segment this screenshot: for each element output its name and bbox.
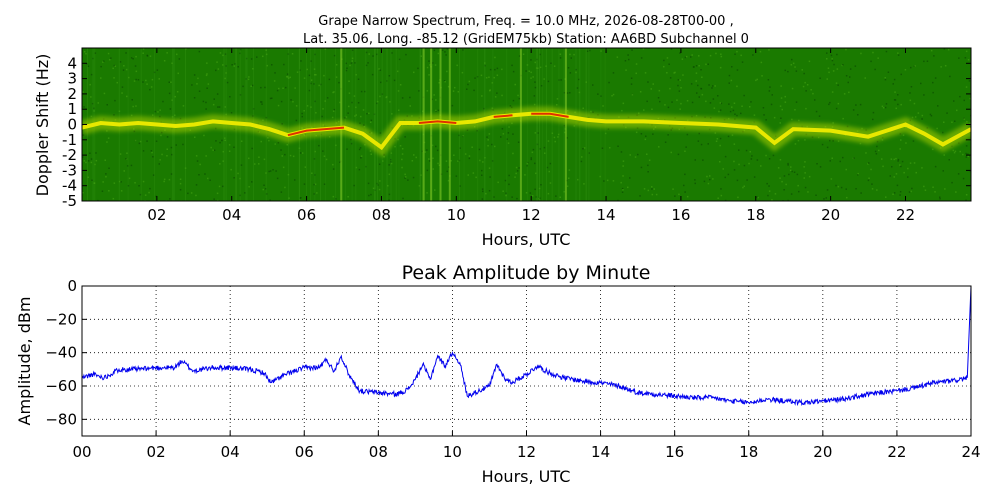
spectrogram-xtick-label: 22 <box>896 206 915 224</box>
amplitude-xtick-label: 08 <box>369 443 388 461</box>
amplitude-line <box>82 286 971 407</box>
spectrogram-xtick-label: 16 <box>671 206 690 224</box>
amplitude-ytick-label: −60 <box>45 377 77 395</box>
amplitude-ylabel: Amplitude, dBm <box>15 297 34 426</box>
spectrogram-ytick-label: -2 <box>62 146 77 164</box>
amplitude-xtick-label: 20 <box>813 443 832 461</box>
spectrogram-xtick-label: 04 <box>222 206 241 224</box>
spectrogram-xtick-label: 08 <box>372 206 391 224</box>
spectrogram-noise <box>82 48 971 201</box>
figure-title-line2: Lat. 35.06, Long. -85.12 (GridEM75kb) St… <box>303 32 749 47</box>
amplitude-title: Peak Amplitude by Minute <box>402 262 651 284</box>
amplitude-xtick-label: 00 <box>72 443 91 461</box>
doppler-peak-segment <box>493 114 513 118</box>
amplitude-xtick-label: 22 <box>887 443 906 461</box>
amplitude-xtick-label: 24 <box>961 443 980 461</box>
spectrogram-xtick-label: 20 <box>821 206 840 224</box>
amplitude-xtick-label: 14 <box>591 443 610 461</box>
spectrogram-xtick-label: 02 <box>147 206 166 224</box>
figure-title-line1: Grape Narrow Spectrum, Freq. = 10.0 MHz,… <box>318 14 733 29</box>
amplitude-ytick-label: −40 <box>45 344 77 362</box>
amplitude-xtick-label: 10 <box>443 443 462 461</box>
amplitude-chart: Peak Amplitude by Minute 00 02 04 06 08 10 12 1… <box>15 262 981 486</box>
spectrogram-xtick-label: 06 <box>297 206 316 224</box>
spectrogram-ytick-label: 4 <box>67 54 77 72</box>
spectrogram-xtick-label: 12 <box>522 206 541 224</box>
spectrogram-ytick-label: -5 <box>62 192 77 210</box>
doppler-peak-segment <box>287 126 345 137</box>
spectrogram-ytick-label: 2 <box>67 85 77 103</box>
spectrogram-ytick-label: 3 <box>67 70 77 88</box>
spectrogram-xlabel: Hours, UTC <box>482 230 571 249</box>
amplitude-ytick-label: 0 <box>67 277 77 295</box>
spectrogram-ytick-label: -1 <box>62 131 77 149</box>
amplitude-xtick-label: 16 <box>665 443 684 461</box>
amplitude-xtick-label: 04 <box>221 443 240 461</box>
doppler-peak-segment <box>531 112 569 118</box>
amplitude-ytick-label: −80 <box>45 410 77 428</box>
spectrogram-ylabel: Doppler Shift (Hz) <box>33 54 52 197</box>
spectrogram-ytick-label: 0 <box>67 116 77 134</box>
amplitude-xtick-label: 02 <box>147 443 166 461</box>
amplitude-plot-area <box>82 286 971 436</box>
amplitude-xtick-label: 12 <box>517 443 536 461</box>
amplitude-ytick-label: −20 <box>45 310 77 328</box>
amplitude-xlabel: Hours, UTC <box>482 467 571 486</box>
amplitude-xtick-label: 06 <box>295 443 314 461</box>
spectrogram-ytick-label: 1 <box>67 100 77 118</box>
spectrogram-xtick-label: 10 <box>447 206 466 224</box>
spectrogram-xtick-label: 18 <box>746 206 765 224</box>
spectrogram-xtick-label: 14 <box>596 206 615 224</box>
spectrogram-ytick-label: -3 <box>62 161 77 179</box>
amplitude-xtick-label: 18 <box>739 443 758 461</box>
spectrogram-ytick-label: -4 <box>62 177 77 195</box>
doppler-peak-segment <box>418 120 457 124</box>
